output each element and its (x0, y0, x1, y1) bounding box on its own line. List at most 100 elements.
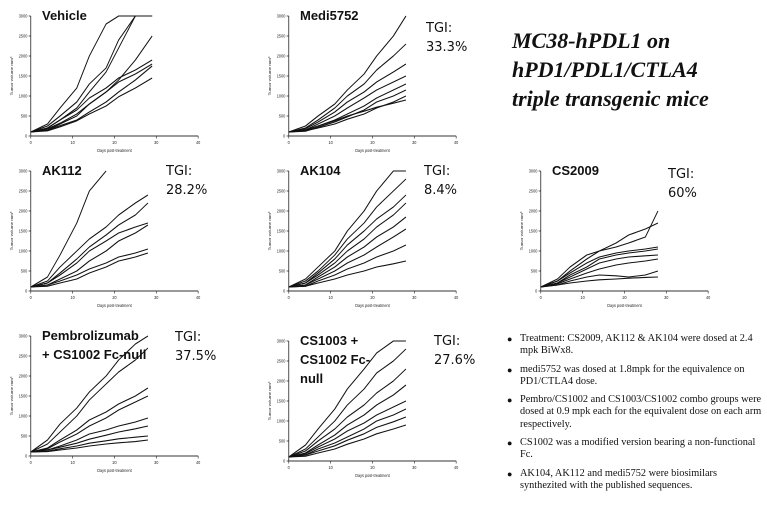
note-item: ● CS1002 was a modified version bearing a… (506, 437, 764, 462)
series-line-6 (30, 248, 149, 288)
series-line-8 (288, 424, 407, 458)
x-tick-label: 30 (154, 140, 159, 145)
tgi-value: TGI: 27.6% (434, 334, 476, 368)
y-tick-label: 0 (283, 458, 286, 463)
x-tick-label: 10 (70, 140, 75, 145)
notes-list: ● Treatment: CS2009, AK112 & AK104 were d… (506, 333, 764, 498)
x-axis-label: Days post-treatment (355, 473, 390, 478)
y-tick-label: 2500 (529, 188, 538, 193)
note-item: ● medi5752 was dosed at 1.8mpk for the eq… (506, 364, 764, 389)
series-line-7 (288, 416, 407, 458)
y-tick-label: 500 (21, 113, 28, 118)
x-tick-label: 10 (328, 465, 333, 470)
series-line-8 (30, 439, 148, 453)
x-axis-label: Days post-treatment (97, 468, 132, 473)
y-tick-label: 1500 (529, 228, 538, 233)
tgi-value: TGI: 60% (668, 167, 697, 201)
y-axis-label: Tumor volume mm³ (267, 211, 272, 250)
series-line-6 (288, 408, 407, 458)
series-line-2 (288, 178, 407, 288)
x-tick-label: 30 (412, 140, 417, 145)
x-tick-label: 20 (112, 295, 117, 300)
note-text: Treatment: CS2009, AK112 & AK104 were do… (520, 333, 753, 357)
x-tick-label: 0 (30, 295, 33, 300)
series-line-8 (540, 276, 658, 288)
series-line-7 (540, 270, 659, 288)
note-item: ● AK104, AK112 and medi5752 were biosimil… (506, 468, 764, 493)
series-line-8 (288, 260, 407, 288)
y-tick-label: 2000 (19, 53, 28, 58)
bullet-icon: ● (507, 395, 513, 406)
y-tick-label: 3000 (529, 168, 538, 173)
series-line-4 (30, 222, 149, 288)
series-line-8 (30, 65, 153, 133)
x-tick-label: 0 (288, 140, 291, 145)
x-tick-label: 40 (454, 295, 459, 300)
y-axis-label: Tumor volume mm³ (9, 211, 14, 250)
x-tick-label: 20 (370, 295, 375, 300)
x-tick-label: 10 (328, 140, 333, 145)
series-line-2 (30, 194, 149, 288)
series-line-3 (30, 15, 136, 133)
series-line-4 (30, 395, 149, 453)
y-axis-label: Tumor volume mm³ (267, 56, 272, 95)
y-tick-label: 1500 (277, 398, 286, 403)
y-tick-label: 500 (531, 268, 538, 273)
note-text: medi5752 was dosed at 1.8mpk for the equ… (520, 363, 745, 387)
note-item: ● Pembro/CS1002 and CS1003/CS1002 combo g… (506, 394, 764, 431)
bullet-icon: ● (507, 468, 513, 479)
y-tick-label: 1000 (277, 418, 286, 423)
x-tick-label: 0 (30, 140, 33, 145)
x-tick-label: 20 (370, 465, 375, 470)
series-line-5 (288, 216, 407, 288)
y-tick-label: 2500 (19, 353, 28, 358)
y-tick-label: 3000 (277, 338, 286, 343)
chart-pembrolizumab: 0 500 1000 1500 2000 2500 3000 0 10 20 30 40 Days po… (9, 333, 201, 473)
y-axis-label: Tumor volume mm³ (9, 56, 14, 95)
note-item: ● Treatment: CS2009, AK112 & AK104 were d… (506, 333, 764, 358)
series-line-5 (30, 224, 149, 288)
y-tick-label: 3000 (19, 168, 28, 173)
x-tick-label: 40 (454, 465, 459, 470)
x-tick-label: 20 (622, 295, 627, 300)
chart-panel-ak104: 0 500 1000 1500 2000 2500 3000 0 10 20 30 40 Days po… (258, 157, 463, 315)
x-tick-label: 30 (412, 465, 417, 470)
y-tick-label: 1500 (277, 73, 286, 78)
y-tick-label: 2000 (277, 208, 286, 213)
x-tick-label: 0 (540, 295, 543, 300)
y-tick-label: 2000 (529, 208, 538, 213)
chart-vehicle: 0 500 1000 1500 2000 2500 3000 0 10 20 30 40 Days po… (9, 13, 201, 153)
series-line-7 (30, 435, 148, 453)
y-tick-label: 1000 (19, 248, 28, 253)
y-tick-label: 500 (21, 433, 28, 438)
y-tick-label: 2500 (277, 358, 286, 363)
series-line-4 (288, 384, 407, 458)
x-tick-label: 20 (112, 140, 117, 145)
series-line-3 (288, 368, 407, 458)
series-line-4 (540, 248, 659, 288)
series-line-2 (288, 43, 407, 133)
series-line-7 (288, 244, 407, 288)
y-tick-label: 500 (279, 438, 286, 443)
note-text: AK104, AK112 and medi5752 were biosimila… (520, 467, 717, 491)
series-line-1 (30, 335, 149, 453)
chart-cs1003: 0 500 1000 1500 2000 2500 3000 0 10 20 30 40 Days po… (267, 338, 459, 478)
group-title: Pembrolizumab + CS1002 Fc-null (42, 328, 147, 362)
group-title: Medi5752 (300, 8, 359, 23)
y-axis-label: Tumor volume mm³ (9, 376, 14, 415)
y-tick-label: 0 (25, 453, 28, 458)
series-line-1 (288, 340, 406, 458)
series-line-1 (288, 15, 407, 133)
y-tick-label: 1000 (19, 413, 28, 418)
chart-panel-ak112: 0 500 1000 1500 2000 2500 3000 0 10 20 30 40 Days po… (0, 157, 207, 315)
series-line-8 (288, 99, 407, 133)
y-tick-label: 1000 (529, 248, 538, 253)
series-line-2 (30, 347, 149, 453)
tgi-value: TGI: 33.3% (426, 21, 468, 55)
bullet-icon: ● (507, 364, 513, 375)
group-title: AK104 (300, 163, 341, 178)
y-tick-label: 1500 (19, 393, 28, 398)
series-line-5 (540, 254, 658, 288)
chart-cs2009: 0 500 1000 1500 2000 2500 3000 0 10 20 30 40 Days po… (519, 168, 711, 308)
y-tick-label: 0 (283, 288, 286, 293)
